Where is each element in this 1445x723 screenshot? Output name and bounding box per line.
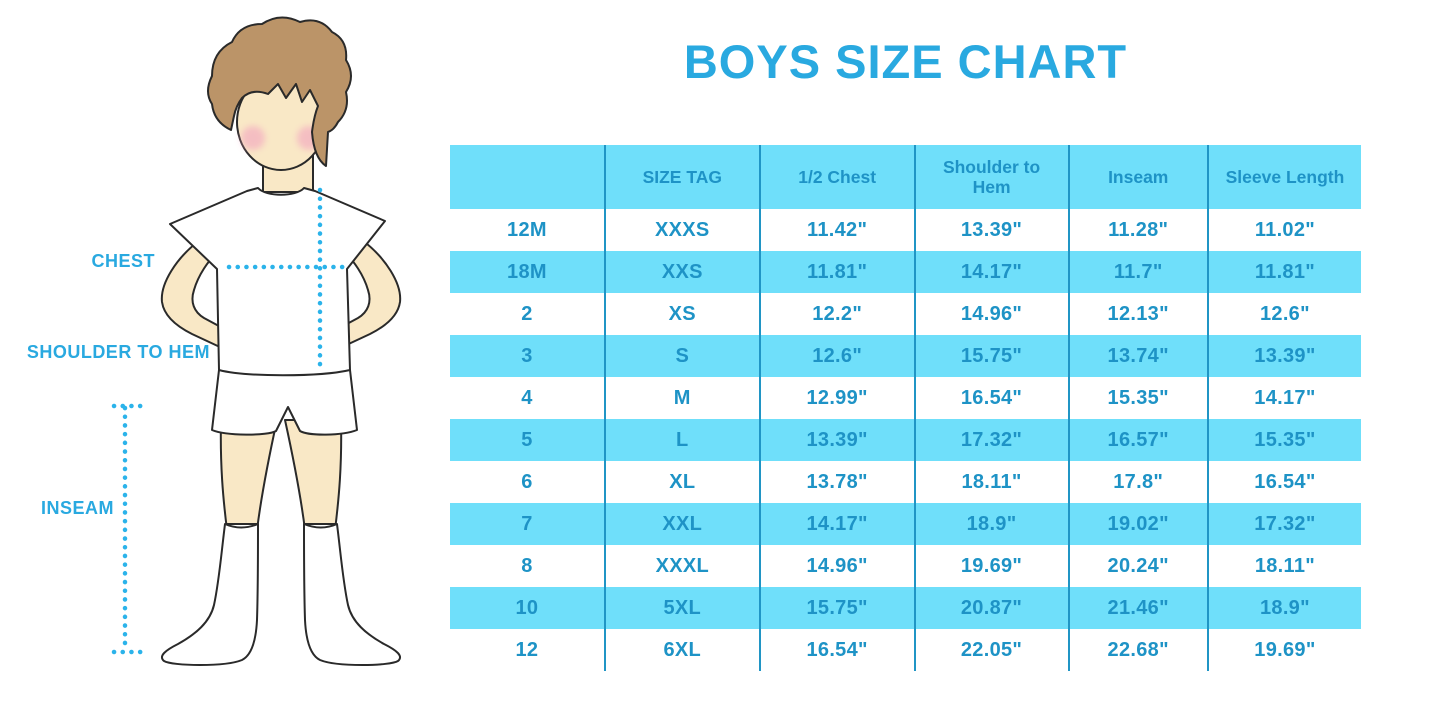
value-cell: 15.35" (1207, 419, 1361, 461)
value-cell: 18.11" (1254, 554, 1316, 577)
chest-label: CHEST (91, 251, 155, 271)
boy-socks (160, 523, 402, 666)
value-cell: 12.99" (759, 377, 916, 419)
value-cell: 11.02" (1254, 218, 1316, 241)
table-row: 12M XXXS 11.42" 13.39" 11.28" 11.02" (450, 209, 1361, 251)
value-cell: 22.05" (914, 629, 1070, 671)
size-cell: 3 (450, 335, 606, 377)
size-cell: 10 (450, 587, 606, 629)
size-table: SIZE TAG 1/2 Chest Shoulder to Hem Inseam Sl… (450, 145, 1361, 671)
column-header: 1/2 Chest (759, 145, 916, 209)
size-cell: 7 (450, 503, 606, 545)
table-row: 8 XXXL 14.96" 19.69" 20.24" 18.11" (450, 545, 1361, 587)
value-cell: 11.81" (759, 251, 916, 293)
value-cell: 13.39" (759, 419, 916, 461)
column-header: Inseam (1068, 145, 1209, 209)
size-cell: 2 (450, 293, 606, 335)
size-cell: 12 (450, 629, 606, 671)
column-header: Shoulder to Hem (914, 145, 1070, 209)
table-row: 4 M 12.99" 16.54" 15.35" 14.17" (450, 377, 1361, 419)
size-cell: 8 (450, 545, 606, 587)
table-row: 2 XS 12.2" 14.96" 12.13" 12.6" (450, 293, 1361, 335)
value-cell: 11.81" (1207, 251, 1361, 293)
table-row: 7 XXL 14.17" 18.9" 19.02" 17.32" (450, 503, 1361, 545)
value-cell: 12.6" (1259, 302, 1310, 325)
table-row: 5 L 13.39" 17.32" 16.57" 15.35" (450, 419, 1361, 461)
value-cell: 11.28" (1068, 209, 1209, 251)
value-cell: XXXS (604, 209, 761, 251)
value-cell: 13.74" (1068, 335, 1209, 377)
boy-illustration (111, 16, 402, 666)
boy-legs (219, 419, 343, 531)
size-cell: 12M (450, 209, 606, 251)
boy-hair (207, 16, 352, 167)
value-cell: XS (604, 293, 761, 335)
value-cell: 6XL (604, 629, 761, 671)
value-cell: 15.35" (1068, 377, 1209, 419)
value-cell: 5XL (604, 587, 761, 629)
value-cell: 18.9" (1207, 587, 1361, 629)
value-cell: 12.13" (1068, 293, 1209, 335)
value-cell: S (604, 335, 761, 377)
size-cell: 6 (450, 461, 606, 503)
table-row: 3 S 12.6" 15.75" 13.74" 13.39" (450, 335, 1361, 377)
value-cell: 12.6" (759, 335, 916, 377)
value-cell: 13.78" (759, 461, 916, 503)
value-cell: 21.46" (1068, 587, 1209, 629)
value-cell: 16.57" (1068, 419, 1209, 461)
value-cell: 14.96" (914, 293, 1070, 335)
value-cell: XL (604, 461, 761, 503)
table-row: 12 6XL 16.54" 22.05" 22.68" 19.69" (450, 629, 1361, 671)
value-cell: 16.54" (759, 629, 916, 671)
value-cell: M (604, 377, 761, 419)
value-cell: L (604, 419, 761, 461)
column-header: SIZE TAG (604, 145, 761, 209)
table-row: 18M XXS 11.81" 14.17" 11.7" 11.81" (450, 251, 1361, 293)
value-cell: 16.54" (1254, 470, 1316, 493)
inseam-label: INSEAM (40, 498, 114, 518)
value-cell: 19.69" (914, 545, 1070, 587)
value-cell: 13.39" (1207, 335, 1361, 377)
table-row: 6 XL 13.78" 18.11" 17.8" 16.54" (450, 461, 1361, 503)
value-cell: 19.02" (1068, 503, 1209, 545)
size-cell: 4 (450, 377, 606, 419)
boy-shirt (169, 187, 386, 377)
value-cell: 14.96" (759, 545, 916, 587)
value-cell: 14.17" (759, 503, 916, 545)
page-title: BOYS SIZE CHART (683, 35, 1128, 88)
shoulder-to-hem-label: SHOULDER TO HEM (26, 342, 210, 362)
value-cell: 15.75" (914, 335, 1070, 377)
value-cell: 19.69" (1254, 638, 1316, 661)
value-cell: 20.24" (1068, 545, 1209, 587)
value-cell: 16.54" (914, 377, 1070, 419)
column-header (450, 145, 606, 209)
value-cell: 14.17" (1254, 386, 1316, 409)
value-cell: 17.32" (914, 419, 1070, 461)
size-cell: 5 (450, 419, 606, 461)
value-cell: 18.9" (914, 503, 1070, 545)
inseam-measure-line (111, 403, 144, 655)
value-cell: 11.42" (759, 209, 916, 251)
value-cell: 11.7" (1068, 251, 1209, 293)
value-cell: 12.2" (759, 293, 916, 335)
value-cell: 18.11" (914, 461, 1070, 503)
table-row: 10 5XL 15.75" 20.87" 21.46" 18.9" (450, 587, 1361, 629)
size-cell: 18M (450, 251, 606, 293)
value-cell: 15.75" (759, 587, 916, 629)
value-cell: XXS (604, 251, 761, 293)
value-cell: XXL (604, 503, 761, 545)
boy-shorts (211, 369, 358, 436)
value-cell: 17.8" (1068, 461, 1209, 503)
value-cell: 17.32" (1207, 503, 1361, 545)
value-cell: 13.39" (914, 209, 1070, 251)
value-cell: XXXL (604, 545, 761, 587)
value-cell: 20.87" (914, 587, 1070, 629)
column-header: Sleeve Length (1207, 145, 1361, 209)
value-cell: 22.68" (1068, 629, 1209, 671)
value-cell: 14.17" (914, 251, 1070, 293)
header-row: SIZE TAG 1/2 Chest Shoulder to Hem Inseam Sl… (450, 145, 1361, 209)
